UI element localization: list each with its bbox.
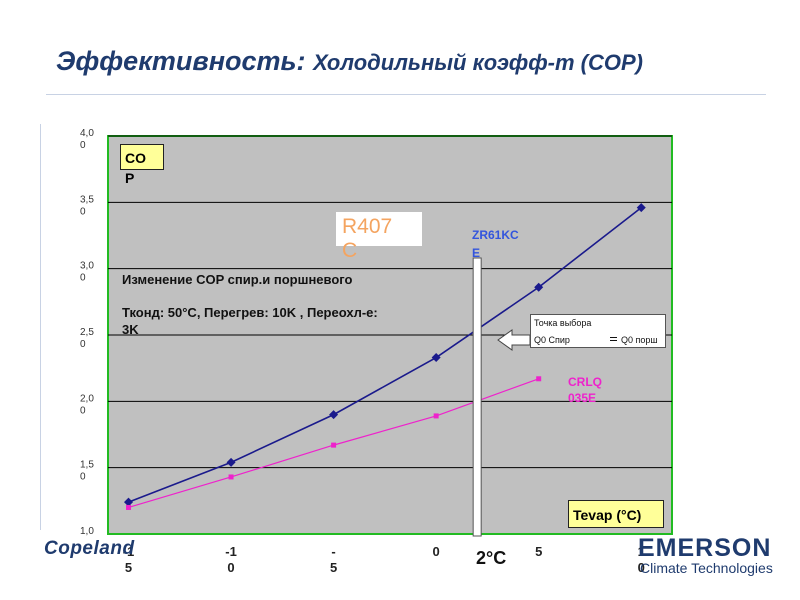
- refrigerant-label-part2: C: [342, 239, 358, 262]
- y-tick-label: 0: [80, 405, 86, 416]
- y-tick-label: 0: [80, 339, 86, 350]
- series-line: [128, 207, 642, 503]
- zr-series-label-part1: ZR61KC: [472, 228, 519, 242]
- data-point: [126, 504, 132, 510]
- zr-series-label: ZR61KC E: [472, 226, 519, 262]
- data-point: [228, 474, 234, 480]
- callout-right: Q0 порш: [621, 335, 658, 345]
- callout-title: Точка выбора: [534, 318, 592, 328]
- selection-bar: [472, 257, 482, 537]
- x-tick-label: 5: [125, 560, 132, 575]
- page-title: Эффективность: Холодильный коэфф-т (COP): [56, 46, 643, 77]
- data-point: [433, 413, 439, 419]
- y-tick-label: 3,5: [80, 194, 94, 205]
- copeland-logo: Copeland: [44, 538, 135, 559]
- data-point: [431, 353, 441, 363]
- crlq-series-label-part1: CRLQ: [568, 375, 602, 389]
- data-point: [534, 282, 544, 292]
- data-point: [636, 203, 646, 213]
- series: [124, 203, 646, 510]
- y-axis-ticks: 1,01,502,002,503,003,504,00: [80, 128, 94, 537]
- callout-left: Q0 Спир: [534, 335, 570, 345]
- refrigerant-label: R407 C: [336, 212, 422, 262]
- y-tick-label: 2,5: [80, 327, 94, 338]
- data-point: [124, 497, 134, 507]
- y-tick-label: 1,5: [80, 460, 94, 471]
- y-axis-label-box: CO P: [120, 144, 164, 186]
- data-point: [331, 442, 337, 448]
- x-tick-label: 0: [638, 560, 645, 575]
- equals-icon: [610, 337, 617, 341]
- x-axis-label: Tevap (°C): [573, 507, 642, 523]
- refrigerant-label-part1: R407: [342, 215, 393, 238]
- crlq-series-label-part2: 035E: [568, 391, 597, 405]
- selection-marker: [472, 257, 531, 537]
- left-divider: [40, 124, 41, 530]
- title-divider: [46, 94, 766, 95]
- note-line-2: Тконд: 50°C, Перегрев: 10K , Переохл-е:: [122, 305, 378, 320]
- data-point: [226, 457, 236, 467]
- data-point: [536, 376, 542, 382]
- x-tick-label: 0: [433, 544, 440, 559]
- title-main: Эффективность:: [56, 46, 306, 76]
- x-tick-label: 5: [330, 560, 337, 575]
- x-axis-ticks: -15-10-50 5 10: [123, 544, 645, 575]
- x-tick-label: -1: [123, 544, 135, 559]
- y-tick-label: 0: [80, 140, 86, 151]
- x-tick-label: 0: [227, 560, 234, 575]
- x-axis-label-box: Tevap (°C): [568, 500, 664, 528]
- title-sub: Холодильный коэфф-т (COP): [313, 50, 643, 75]
- emerson-logo: EMERSON: [638, 534, 772, 562]
- y-tick-label: 0: [80, 472, 86, 483]
- y-axis-label-part1: CO: [125, 150, 146, 166]
- y-tick-label: 0: [80, 206, 86, 217]
- note-line-3: 3K: [122, 322, 139, 337]
- x-tick-label: 5: [535, 544, 542, 559]
- x-tick-label: -1: [225, 544, 237, 559]
- zr-series-label-part2: E: [472, 246, 481, 260]
- y-tick-label: 3,0: [80, 261, 94, 272]
- y-tick-label: 0: [80, 273, 86, 284]
- x-tick-label: 1: [638, 544, 645, 559]
- emerson-subtitle: Climate Technologies: [640, 560, 773, 576]
- y-tick-label: 2,0: [80, 393, 94, 404]
- y-tick-label: 1,0: [80, 526, 94, 537]
- x-tick-label: -: [331, 544, 335, 559]
- crlq-series-label: CRLQ 035E: [568, 374, 602, 406]
- selection-temp-label: 2°C: [476, 548, 507, 568]
- y-axis-label-part2: P: [125, 170, 135, 186]
- selection-point-callout: Точка выбора Q0 Спир Q0 порш: [530, 314, 666, 348]
- data-point: [329, 410, 339, 420]
- y-tick-label: 4,0: [80, 128, 94, 139]
- note-line-1: Изменение COP спир.и поршневого: [122, 272, 353, 287]
